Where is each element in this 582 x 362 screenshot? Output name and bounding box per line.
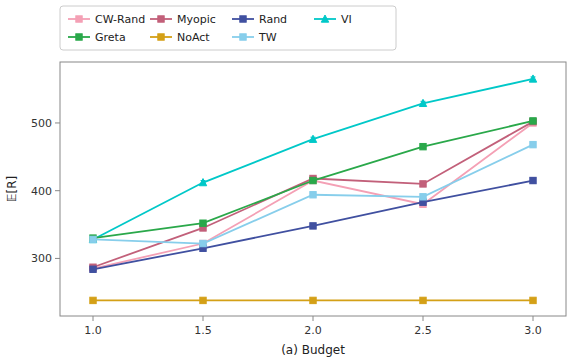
series	[90, 118, 536, 270]
y-axis-label: 𝔼[R]	[5, 176, 19, 202]
series	[90, 118, 536, 242]
point	[200, 297, 206, 303]
plot-area	[89, 75, 536, 304]
legend-marker	[76, 34, 82, 40]
error-bar	[311, 178, 316, 183]
series-line	[93, 79, 533, 240]
point	[420, 297, 426, 303]
x-tick-label: 2.0	[304, 324, 322, 337]
y-tick-label: 300	[31, 252, 52, 265]
point	[420, 181, 426, 187]
x-tick-label: 1.0	[84, 324, 102, 337]
legend-label: Myopic	[177, 13, 216, 26]
point	[530, 141, 536, 147]
series-line	[93, 121, 533, 238]
chart: 1.0 1.5 2.0 2.5 3.0 300 400 500 (a) Budget 𝔼[R] CW…	[0, 0, 582, 362]
series-line	[93, 181, 533, 270]
series	[90, 297, 536, 303]
legend-marker	[158, 34, 164, 40]
y-tick	[55, 258, 60, 259]
plot-frame	[60, 62, 566, 316]
legend: CW-Rand Myopic Rand VI Greta NoAct TW	[60, 6, 396, 50]
y-tick-label: 400	[31, 185, 52, 198]
point	[90, 236, 96, 242]
legend-label: CW-Rand	[95, 13, 145, 26]
legend-label: NoAct	[177, 31, 210, 44]
x-tick	[93, 316, 94, 321]
x-tick	[203, 316, 204, 321]
point	[310, 223, 316, 229]
y-tick-label: 500	[31, 117, 52, 130]
x-axis-label: (a) Budget	[281, 343, 345, 357]
point	[200, 240, 206, 246]
point	[420, 143, 426, 149]
point	[200, 220, 206, 226]
point	[530, 118, 536, 124]
point	[530, 177, 536, 183]
legend-frame	[60, 6, 396, 50]
point	[529, 75, 536, 82]
point	[89, 235, 96, 242]
legend-marker	[321, 15, 328, 22]
legend-label: Greta	[95, 31, 126, 44]
error-bar	[531, 142, 536, 147]
error-bar	[531, 178, 536, 183]
series	[90, 141, 536, 246]
point	[420, 194, 426, 200]
legend-label: VI	[341, 13, 352, 26]
legend-marker	[76, 16, 82, 22]
point	[530, 118, 536, 124]
point	[309, 135, 316, 142]
legend-marker	[240, 34, 246, 40]
point	[90, 265, 96, 271]
series-line	[93, 145, 533, 244]
legend-marker	[240, 16, 246, 22]
point	[199, 179, 206, 186]
legend-label: TW	[258, 31, 277, 44]
point	[419, 99, 426, 106]
x-tick-label: 1.5	[194, 324, 212, 337]
point	[530, 297, 536, 303]
point	[90, 266, 96, 272]
y-tick	[55, 122, 60, 123]
legend-label: Rand	[259, 13, 287, 26]
x-tick	[313, 316, 314, 321]
point	[200, 240, 206, 246]
point	[310, 192, 316, 198]
series	[90, 177, 536, 272]
point	[90, 297, 96, 303]
series-line	[93, 123, 533, 269]
legend-marker	[158, 16, 164, 22]
x-tick-label: 3.0	[524, 324, 542, 337]
x-tick-label: 2.5	[414, 324, 432, 337]
point	[310, 177, 316, 183]
series	[90, 120, 536, 272]
series	[89, 75, 536, 243]
x-tick	[423, 316, 424, 321]
y-tick	[55, 190, 60, 191]
x-tick	[533, 316, 534, 321]
point	[310, 177, 316, 183]
point	[310, 297, 316, 303]
